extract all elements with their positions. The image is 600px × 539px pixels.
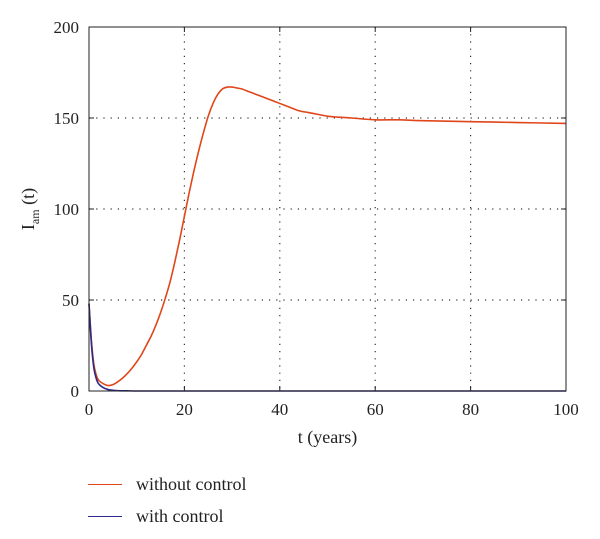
legend-item-with-control: with control — [88, 500, 247, 532]
grid — [89, 27, 566, 391]
y-tick-label: 150 — [54, 109, 80, 128]
legend-label-with-control: with control — [136, 505, 224, 526]
legend-swatch-with-control — [88, 515, 122, 517]
ticks: 0 20 40 60 80 100 0 50 100 150 200 — [54, 18, 579, 419]
y-axis-label-sub: am — [28, 209, 42, 224]
legend: without control with control — [88, 468, 247, 532]
series-line-without-control — [88, 86, 567, 387]
x-tick-label: 20 — [176, 400, 193, 419]
legend-label-without-control: without control — [136, 473, 247, 494]
chart: 0 20 40 60 80 100 0 50 100 150 200 t (years) Iam (… — [18, 18, 579, 448]
y-tick-label: 50 — [62, 291, 79, 310]
x-tick-label: 60 — [367, 400, 384, 419]
series-group — [88, 86, 567, 392]
legend-swatch-without-control — [88, 483, 122, 485]
y-tick-label: 0 — [71, 382, 80, 401]
y-tick-label: 100 — [54, 200, 80, 219]
x-tick-label: 0 — [85, 400, 94, 419]
x-tick-label: 100 — [553, 400, 579, 419]
series-line-with-control — [88, 303, 566, 392]
x-axis-label: t (years) — [298, 427, 357, 448]
y-axis-label: Iam (t) — [18, 188, 42, 230]
y-axis-label-suffix: (t) — [18, 188, 39, 210]
legend-item-without-control: without control — [88, 468, 247, 500]
y-axis-label-base: I — [18, 224, 38, 230]
x-tick-label: 80 — [462, 400, 479, 419]
y-tick-label: 200 — [54, 18, 80, 37]
x-tick-label: 40 — [271, 400, 288, 419]
